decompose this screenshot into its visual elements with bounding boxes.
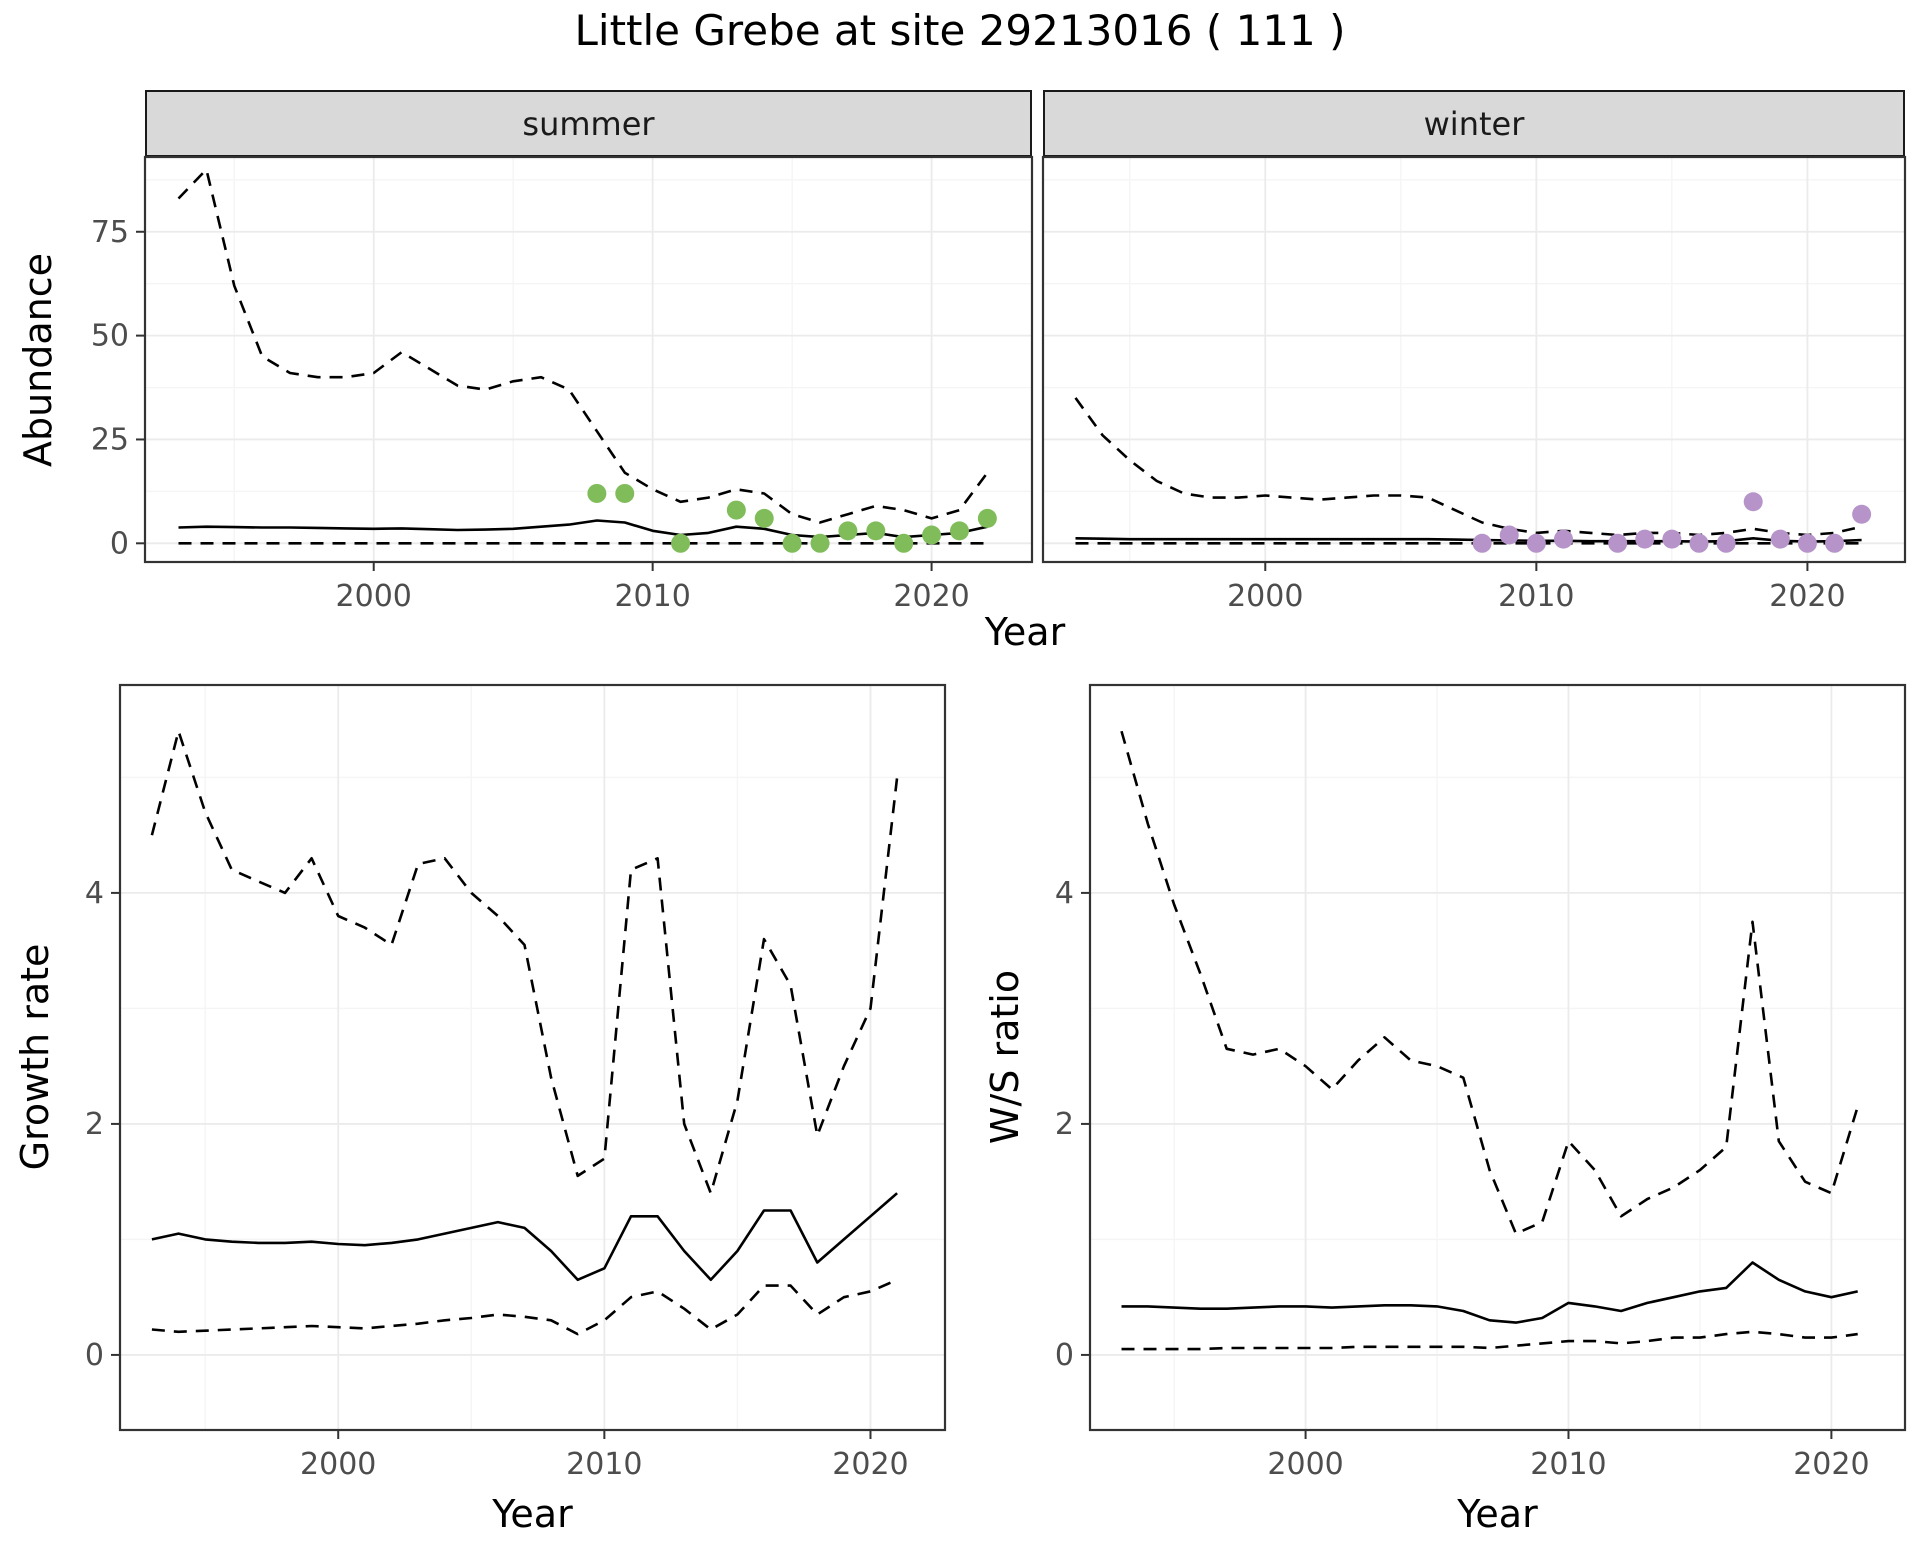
series-mean xyxy=(151,1192,898,1282)
series-upper_ci xyxy=(150,729,899,1195)
observed-point xyxy=(1472,533,1492,553)
observed-point xyxy=(1743,492,1763,512)
y-tick-label: 4 xyxy=(85,876,104,911)
x-tick-label: 2000 xyxy=(1227,579,1303,614)
x-axis-label-year-bottom-left: Year xyxy=(492,1492,573,1536)
panel-border xyxy=(1041,155,1907,564)
observed-point xyxy=(1526,533,1546,553)
series-mean xyxy=(1121,1261,1858,1324)
y-tick-label: 50 xyxy=(91,319,129,354)
series-upper_ci xyxy=(1120,730,1859,1235)
x-axis-label-year-top: Year xyxy=(984,610,1066,654)
y-tick-label: 75 xyxy=(91,215,129,250)
observed-point xyxy=(838,521,858,541)
observed-point xyxy=(1635,529,1655,549)
observed-point xyxy=(1797,533,1817,553)
panel-border xyxy=(1088,683,1907,1432)
x-axis-label-year-bottom-right: Year xyxy=(1457,1492,1538,1536)
x-tick-label: 2010 xyxy=(566,1447,642,1482)
x-tick-label: 2020 xyxy=(1793,1447,1869,1482)
series-upper_ci xyxy=(177,168,989,524)
series-lower_ci xyxy=(1121,1330,1858,1351)
winter-abundance-chart: 2000 2010 2020 xyxy=(1041,155,1907,614)
ws-ratio-chart: 2000 2010 2020 0 2 4 xyxy=(1055,683,1907,1482)
x-tick-label: 2000 xyxy=(300,1447,376,1482)
panel-border xyxy=(143,155,1034,564)
observed-point xyxy=(615,483,635,503)
observed-point xyxy=(977,508,997,528)
observed-point xyxy=(1662,529,1682,549)
observed-point xyxy=(1770,529,1790,549)
observed-point xyxy=(1852,504,1872,524)
y-tick-label: 4 xyxy=(1055,876,1074,911)
facet-label-summer: summer xyxy=(522,104,655,143)
y-tick-label: 0 xyxy=(110,526,129,561)
panel-background xyxy=(120,685,945,1430)
observed-point xyxy=(1499,525,1519,545)
x-tick-label: 2020 xyxy=(1769,579,1845,614)
x-tick-label: 2020 xyxy=(832,1447,908,1482)
summer-abundance-chart: 2000 2010 2020 0 25 50 75 xyxy=(91,155,1034,614)
panel-border xyxy=(118,683,947,1432)
x-tick-label: 2010 xyxy=(614,579,690,614)
y-tick-label: 25 xyxy=(91,422,129,457)
observed-point xyxy=(782,533,802,553)
observed-point xyxy=(754,508,774,528)
panel-background xyxy=(145,157,1032,562)
x-tick-label: 2010 xyxy=(1530,1447,1606,1482)
x-tick-label: 2010 xyxy=(1498,579,1574,614)
observed-point xyxy=(1553,529,1573,549)
observed-point xyxy=(587,483,607,503)
observed-point xyxy=(1689,533,1709,553)
panel-background xyxy=(1043,157,1905,562)
y-tick-label: 2 xyxy=(85,1107,104,1142)
facet-label-winter: winter xyxy=(1423,104,1525,143)
observed-point xyxy=(894,533,914,553)
observed-point xyxy=(1825,533,1845,553)
observed-point xyxy=(1716,533,1736,553)
observed-point xyxy=(949,521,969,541)
y-tick-label: 0 xyxy=(85,1338,104,1373)
observed-point xyxy=(1608,533,1628,553)
observed-point xyxy=(726,500,746,520)
plot-title: Little Grebe at site 29213016 ( 111 ) xyxy=(574,6,1346,55)
observed-point xyxy=(922,525,942,545)
facet-strip-winter: winter xyxy=(1043,90,1905,157)
observed-point xyxy=(810,533,830,553)
series-lower_ci xyxy=(151,1278,898,1336)
y-tick-label: 0 xyxy=(1055,1338,1074,1373)
facet-strip-summer: summer xyxy=(145,90,1032,157)
observed-point xyxy=(866,521,886,541)
observed-point xyxy=(671,533,691,553)
x-tick-label: 2000 xyxy=(1267,1447,1343,1482)
panel-background xyxy=(1090,685,1905,1430)
x-tick-label: 2000 xyxy=(336,579,412,614)
growth-rate-chart: 2000 2010 2020 0 2 4 xyxy=(85,683,947,1482)
y-tick-label: 2 xyxy=(1055,1107,1074,1142)
x-tick-label: 2020 xyxy=(893,579,969,614)
